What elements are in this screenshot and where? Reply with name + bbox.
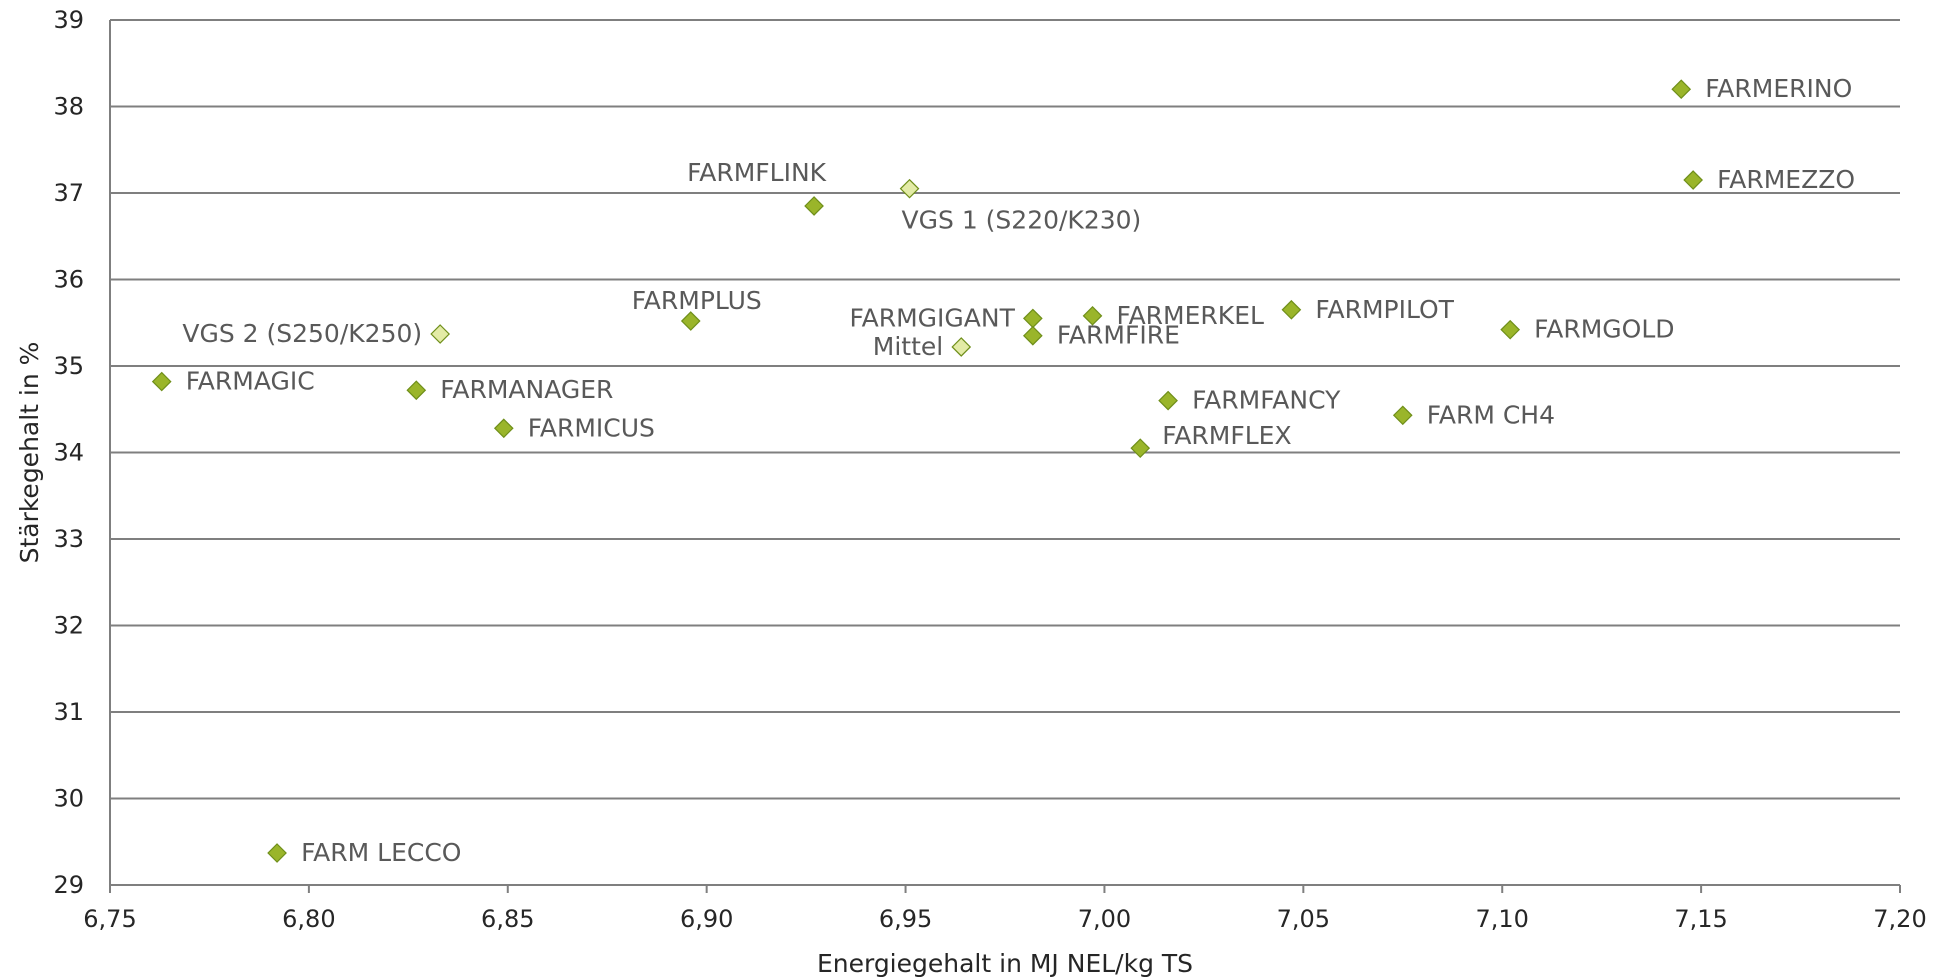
point-label: FARM LECCO [301,838,461,867]
point-label: FARMPILOT [1315,295,1454,324]
data-point-marker [1082,305,1103,326]
data-point-marker [1281,299,1302,320]
data-point-marker [1500,319,1521,340]
point-label: FARMGIGANT [850,303,1016,332]
y-tick-label: 39 [53,6,84,34]
point-label: FARMEZZO [1717,165,1855,194]
point-label: FARMERKEL [1117,301,1264,330]
x-tick-label: 6,85 [481,905,534,933]
y-tick-label: 32 [53,612,84,640]
x-tick-label: 7,05 [1277,905,1330,933]
data-point-marker [899,178,920,199]
point-label: FARMFIRE [1057,321,1180,350]
data-point-marker [1683,170,1704,190]
axes [109,20,1901,893]
point-label: FARMERINO [1705,74,1852,103]
point-label: Mittel [873,332,943,361]
y-tick-label: 38 [53,93,84,121]
data-points [151,79,1704,863]
point-label: FARMFLEX [1162,421,1291,450]
data-point-marker [1022,308,1043,329]
y-tick-label: 35 [53,352,84,380]
point-label: FARMAGIC [186,367,315,396]
x-tick-label: 6,95 [879,905,932,933]
point-label: FARMGOLD [1534,315,1674,344]
gridlines [110,19,1900,800]
data-point-marker [1392,405,1413,426]
point-labels: FARMERINO FARMEZZO FARMFLINK VGS 1 (S220/K2… [182,74,1855,867]
data-point-marker [493,418,514,439]
point-label: FARMFANCY [1192,386,1341,415]
point-label: FARMPLUS [632,286,762,315]
point-label: FARM CH4 [1427,400,1555,429]
y-axis-title: Stärkegehalt in % [15,342,44,564]
x-tick-label: 7,20 [1873,905,1926,933]
point-label: FARMICUS [528,413,655,442]
x-tick-label: 6,80 [282,905,335,933]
x-tick-labels: 6,75 6,80 6,85 6,90 6,95 7,00 7,05 7,10 7,15 7,20 [83,905,1926,933]
y-tick-label: 29 [53,871,84,899]
data-point-marker [267,843,287,863]
point-label: FARMANAGER [440,375,613,404]
x-tick-label: 6,75 [83,905,136,933]
data-point-marker [1130,438,1151,459]
y-tick-label: 30 [53,785,84,813]
y-tick-label: 36 [53,266,84,294]
data-point-marker [1022,325,1043,346]
x-tick-label: 7,10 [1476,905,1529,933]
y-tick-label: 34 [53,439,84,467]
data-point-marker [1158,390,1178,411]
point-label: VGS 2 (S250/K250) [182,319,422,348]
x-tick-label: 6,90 [680,905,733,933]
data-point-marker [1671,79,1692,100]
data-point-marker [151,371,172,392]
y-tick-label: 37 [53,179,84,207]
point-label: FARMFLINK [687,158,827,187]
y-tick-label: 33 [53,525,84,553]
y-tick-labels: 29 30 31 32 33 34 35 36 37 38 39 [53,6,84,899]
data-point-marker [804,196,824,216]
y-tick-label: 31 [53,698,84,726]
data-point-marker [680,311,701,331]
data-point-marker [430,324,451,344]
data-point-marker [406,380,427,401]
x-axis-title: Energiegehalt in MJ NEL/kg TS [817,949,1193,978]
data-point-marker [951,337,972,357]
x-tick-label: 7,00 [1078,905,1131,933]
x-tick-label: 7,15 [1674,905,1727,933]
point-label: VGS 1 (S220/K230) [902,206,1142,235]
